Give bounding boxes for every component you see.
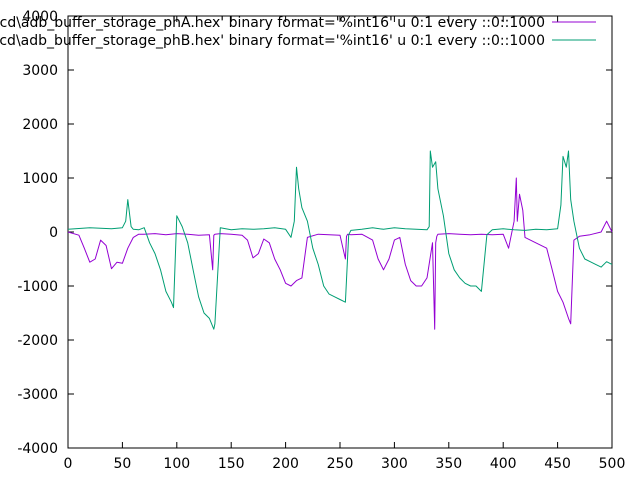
y-tick-label: 3000 [22,63,58,79]
series-line-phA [67,177,613,330]
y-tick-label: -2000 [17,333,58,349]
y-tick-label: 0 [49,225,58,241]
series-line-phB [67,150,613,330]
x-tick-label: 200 [272,456,299,472]
y-tick-label: -3000 [17,387,58,403]
x-tick-label: 300 [381,456,408,472]
x-tick-label: 150 [218,456,245,472]
y-tick-label: 4000 [22,9,58,25]
x-tick-label: 450 [544,456,571,472]
x-tick-label: 50 [113,456,131,472]
x-tick-label: 400 [490,456,517,472]
series-layer [67,150,613,330]
plot-frame [67,15,613,449]
x-tick-label: 350 [435,456,462,472]
x-tick-label: 100 [163,456,190,472]
legend-entry-label: cd\adb_buffer_storage_phA.hex' binary fo… [0,15,545,31]
y-tick-label: -4000 [17,441,58,457]
y-tick-label: -1000 [17,279,58,295]
y-tick-label: 1000 [22,171,58,187]
x-tick-label: 0 [64,456,73,472]
x-tick-label: 500 [599,456,626,472]
legend-entry-label: cd\adb_buffer_storage_phB.hex' binary fo… [0,33,545,49]
plot-border [67,15,613,449]
x-tick-label: 250 [327,456,354,472]
axis-ticks: 0 50 100 150 200 250 300 350 400 450 500 -4000 -3000… [17,9,625,472]
legend: cd\adb_buffer_storage_phA.hex' binary fo… [0,15,596,49]
y-tick-label: 2000 [22,117,58,133]
